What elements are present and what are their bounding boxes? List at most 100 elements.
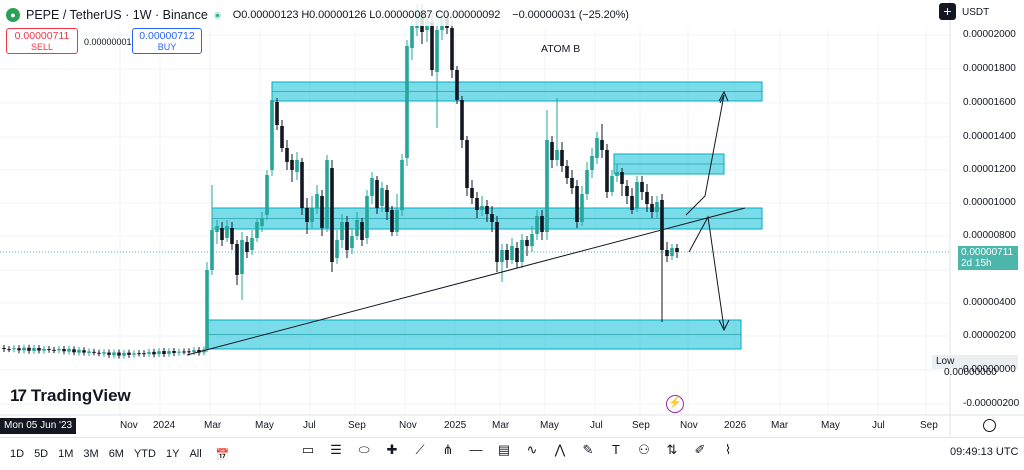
candle-body — [87, 351, 91, 353]
timeframe-group: 1D 5D 1M 3M 6M YTD 1Y All — [0, 448, 202, 460]
candle-body — [42, 348, 46, 351]
buy-button[interactable]: 0.00000712 BUY — [132, 28, 202, 54]
pencil-icon[interactable]: ✐ — [694, 442, 706, 457]
candle-body — [515, 248, 519, 262]
crosshair-date: Mon 05 Jun '23 — [0, 418, 77, 434]
candle-body — [405, 46, 409, 158]
price-axis-label: 0.00002000 — [963, 29, 1016, 40]
text-icon[interactable]: T — [612, 442, 620, 457]
candle-body — [62, 349, 66, 352]
candle-body — [350, 236, 354, 248]
candle-body — [605, 150, 609, 192]
time-axis-label: Sep — [920, 420, 938, 431]
time-axis-label: May — [540, 420, 559, 431]
candle-body — [530, 234, 534, 246]
candle-body — [275, 102, 279, 125]
timeframe-1m[interactable]: 1M — [58, 448, 74, 460]
candle-body — [365, 196, 369, 238]
candle-body — [220, 228, 224, 240]
candle-body — [385, 190, 389, 212]
candle-body — [550, 142, 554, 160]
price-axis-label: 0.00001000 — [963, 197, 1016, 208]
horizontal-ray-icon[interactable]: — — [469, 442, 483, 457]
wave-icon[interactable]: ∿ — [526, 442, 538, 457]
rectangle-icon[interactable]: ▭ — [301, 442, 315, 457]
sell-button[interactable]: 0.00000711 SELL — [6, 28, 78, 54]
candle-body — [162, 351, 166, 355]
candle-body — [17, 348, 21, 351]
last-price-tag: 0.00000711 2d 15h — [958, 246, 1018, 270]
candle-body — [345, 222, 349, 250]
timeframe-3m[interactable]: 3M — [83, 448, 99, 460]
candle-body — [325, 160, 329, 228]
candle-body — [410, 26, 414, 48]
time-axis-label: Nov — [399, 420, 417, 431]
tradingview-logo[interactable]: 17 TradingView — [10, 386, 131, 406]
price-axis-label: 0.00001400 — [963, 131, 1016, 142]
candle-body — [470, 188, 474, 198]
candle-body — [655, 202, 659, 212]
candle-body — [255, 222, 259, 238]
candle-body — [545, 140, 549, 232]
candle-body — [67, 348, 71, 352]
candle-body — [250, 238, 254, 250]
ellipse-icon[interactable]: ⬭ — [358, 442, 370, 457]
timeframe-all[interactable]: All — [189, 448, 202, 460]
brush-icon[interactable]: ✎ — [582, 442, 594, 457]
candle-body — [37, 348, 41, 351]
long-short-icon[interactable]: ⇅ — [666, 442, 678, 457]
bottom-toolbar: 1D 5D 1M 3M 6M YTD 1Y All 📅 — [0, 437, 1024, 470]
candle-body — [600, 140, 604, 150]
crosshair-icon[interactable]: ✚ — [386, 442, 398, 457]
horizontal-lines-icon[interactable]: ☰ — [330, 442, 342, 457]
candle-body — [495, 222, 499, 262]
time-axis-label: 2024 — [153, 420, 176, 431]
low-label: Low — [936, 356, 955, 367]
candle-body — [12, 348, 16, 350]
currency-selector[interactable]: USDT — [962, 7, 990, 18]
candle-body — [625, 186, 629, 196]
candle-body — [142, 353, 146, 355]
candle-body — [52, 349, 56, 351]
symbol-title[interactable]: PEPE / TetherUS · 1W · Binance — [26, 8, 208, 22]
candle-body — [610, 176, 614, 192]
low-value: 0.00000060 — [944, 367, 997, 378]
candle-body — [580, 194, 584, 222]
time-axis-label: Jul — [590, 420, 603, 431]
candle-body — [112, 352, 116, 356]
pitchfork-icon[interactable]: ⋔ — [442, 442, 454, 457]
timeframe-6m[interactable]: 6M — [108, 448, 124, 460]
timeframe-1d[interactable]: 1D — [10, 448, 25, 460]
candle-body — [77, 349, 81, 353]
lightning-icon[interactable]: ⚡ — [666, 395, 684, 413]
candle-body — [122, 352, 126, 356]
calendar-icon[interactable]: 📅 — [215, 448, 230, 461]
candle-body — [127, 352, 131, 355]
people-icon[interactable]: ⚇ — [638, 442, 650, 457]
pattern-icon[interactable]: ⋀ — [554, 442, 566, 457]
timeframe-5d[interactable]: 5D — [34, 448, 49, 460]
trendline-icon[interactable]: ⟋ — [415, 442, 425, 457]
path-icon[interactable]: ⌇ — [724, 442, 732, 457]
plus-icon[interactable]: + — [939, 3, 956, 20]
settings-icon[interactable] — [983, 419, 996, 432]
candle-body — [157, 351, 161, 355]
candle-body — [375, 180, 379, 208]
clock[interactable]: 09:49:13 UTC — [950, 446, 1019, 458]
price-axis-label: 0.00001200 — [963, 164, 1016, 175]
time-axis-label: Jul — [872, 420, 885, 431]
price-axis-label: -0.00000200 — [963, 398, 1020, 409]
candle-body — [290, 160, 294, 170]
time-axis-label: Nov — [680, 420, 698, 431]
candle-body — [505, 250, 509, 260]
time-axis[interactable]: Mon 05 Jun '23 Nov 2024 Mar May Jul Sep Nov 202… — [0, 418, 950, 434]
channel-icon[interactable]: ▤ — [497, 442, 511, 457]
candle-body — [82, 350, 86, 353]
candle-body — [305, 208, 309, 222]
timeframe-1y[interactable]: 1Y — [165, 448, 180, 460]
timeframe-ytd[interactable]: YTD — [133, 448, 156, 460]
chart-annotation[interactable]: ATOM B — [541, 43, 581, 55]
candle-body — [575, 186, 579, 222]
candle-body — [215, 226, 219, 232]
